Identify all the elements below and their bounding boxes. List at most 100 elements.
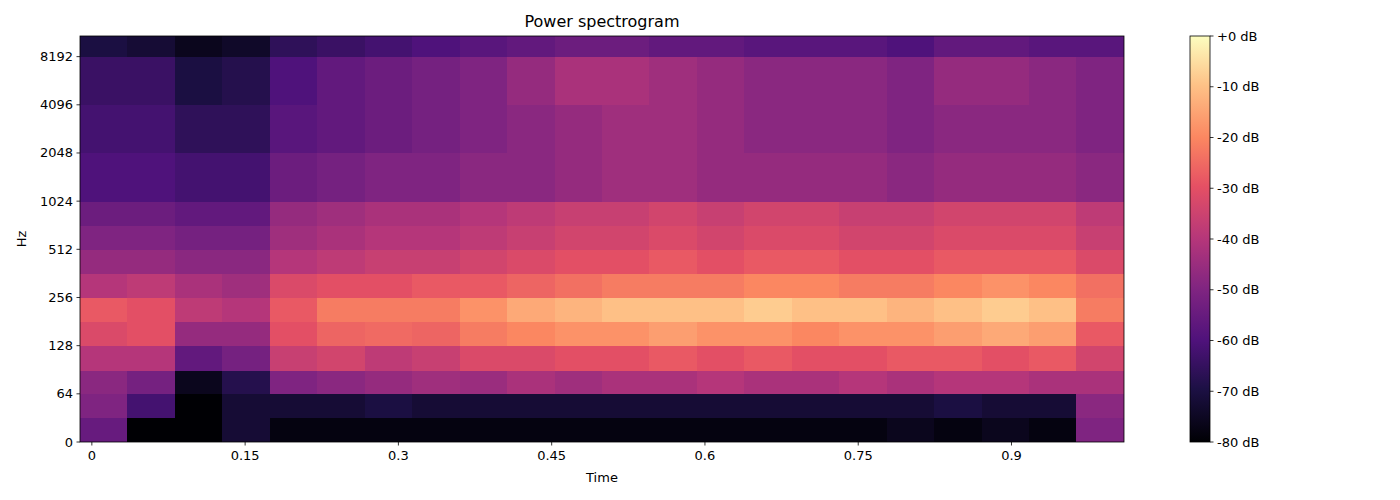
- cell: [412, 394, 460, 419]
- cell: [555, 297, 603, 322]
- cell: [507, 57, 555, 106]
- cell: [365, 36, 413, 57]
- cell: [270, 394, 318, 419]
- cell: [934, 273, 982, 298]
- cell: [175, 201, 223, 226]
- cell: [839, 346, 887, 371]
- cell: [365, 225, 413, 250]
- cell: [175, 273, 223, 298]
- cell: [460, 418, 508, 442]
- cell: [602, 346, 650, 371]
- y-tick-label: 64: [56, 386, 73, 401]
- cell: [744, 322, 792, 346]
- cell: [887, 370, 935, 394]
- y-tick-label: 2048: [40, 145, 73, 160]
- y-tick: [77, 249, 81, 250]
- x-tick-label: 0.45: [537, 448, 566, 463]
- cell: [80, 153, 128, 202]
- cell: [934, 418, 982, 442]
- cell: [887, 394, 935, 419]
- cell: [460, 273, 508, 298]
- cell: [1076, 225, 1124, 250]
- cell: [602, 394, 650, 419]
- cell: [697, 394, 745, 419]
- cell: [982, 370, 1030, 394]
- cell: [80, 225, 128, 250]
- cell: [412, 201, 460, 226]
- cell: [460, 346, 508, 371]
- cell: [982, 418, 1030, 442]
- cell: [1076, 370, 1124, 394]
- cell: [317, 57, 365, 106]
- cell: [270, 297, 318, 322]
- x-tick: [245, 442, 246, 446]
- y-tick-label: 8192: [40, 49, 73, 64]
- colorbar-tick-label: -70 dB: [1217, 384, 1260, 399]
- cell: [839, 322, 887, 346]
- cell: [412, 57, 460, 106]
- cell: [887, 249, 935, 274]
- cell: [602, 370, 650, 394]
- cell: [744, 370, 792, 394]
- cell: [555, 225, 603, 250]
- cell: [412, 418, 460, 442]
- cell: [270, 273, 318, 298]
- cell: [602, 201, 650, 226]
- cell: [175, 346, 223, 371]
- cell: [982, 225, 1030, 250]
- cell: [697, 370, 745, 394]
- y-tick-label: 4096: [40, 97, 73, 112]
- cell: [222, 346, 270, 371]
- cell: [1029, 394, 1077, 419]
- cell: [270, 346, 318, 371]
- title: Power spectrogram: [524, 12, 679, 31]
- cell: [982, 153, 1030, 202]
- cell: [507, 322, 555, 346]
- cell: [80, 370, 128, 394]
- colorbar-tick: [1210, 340, 1214, 341]
- cell: [697, 249, 745, 274]
- cell: [127, 36, 175, 57]
- x-tick-label: 0.75: [844, 448, 873, 463]
- cell: [602, 322, 650, 346]
- cell: [887, 322, 935, 346]
- cell: [365, 201, 413, 226]
- cell: [649, 297, 697, 322]
- cell: [222, 36, 270, 57]
- cell: [365, 322, 413, 346]
- colorbar-tick-label: -80 dB: [1217, 435, 1260, 450]
- cell: [270, 322, 318, 346]
- cell: [222, 225, 270, 250]
- cell: [1076, 36, 1124, 57]
- cell: [792, 153, 840, 202]
- cell: [1076, 249, 1124, 274]
- cell: [127, 370, 175, 394]
- cell: [412, 273, 460, 298]
- colorbar-tick: [1210, 86, 1214, 87]
- cell: [744, 297, 792, 322]
- cell: [127, 153, 175, 202]
- colorbar-tick: [1210, 137, 1214, 138]
- cell: [412, 346, 460, 371]
- cell: [744, 249, 792, 274]
- cell: [602, 36, 650, 57]
- cell: [697, 418, 745, 442]
- cell: [270, 36, 318, 57]
- cell: [1029, 322, 1077, 346]
- y-tick: [77, 104, 81, 105]
- cell: [270, 418, 318, 442]
- x-tick: [1011, 442, 1012, 446]
- cell: [1076, 201, 1124, 226]
- cell: [222, 418, 270, 442]
- x-tick-label: 0.9: [1001, 448, 1022, 463]
- cell: [175, 297, 223, 322]
- cell: [792, 370, 840, 394]
- cell: [412, 370, 460, 394]
- cell: [982, 57, 1030, 106]
- cell: [80, 201, 128, 226]
- x-tick: [551, 442, 552, 446]
- cell: [887, 36, 935, 57]
- cell: [175, 36, 223, 57]
- cell: [507, 394, 555, 419]
- cell: [80, 418, 128, 442]
